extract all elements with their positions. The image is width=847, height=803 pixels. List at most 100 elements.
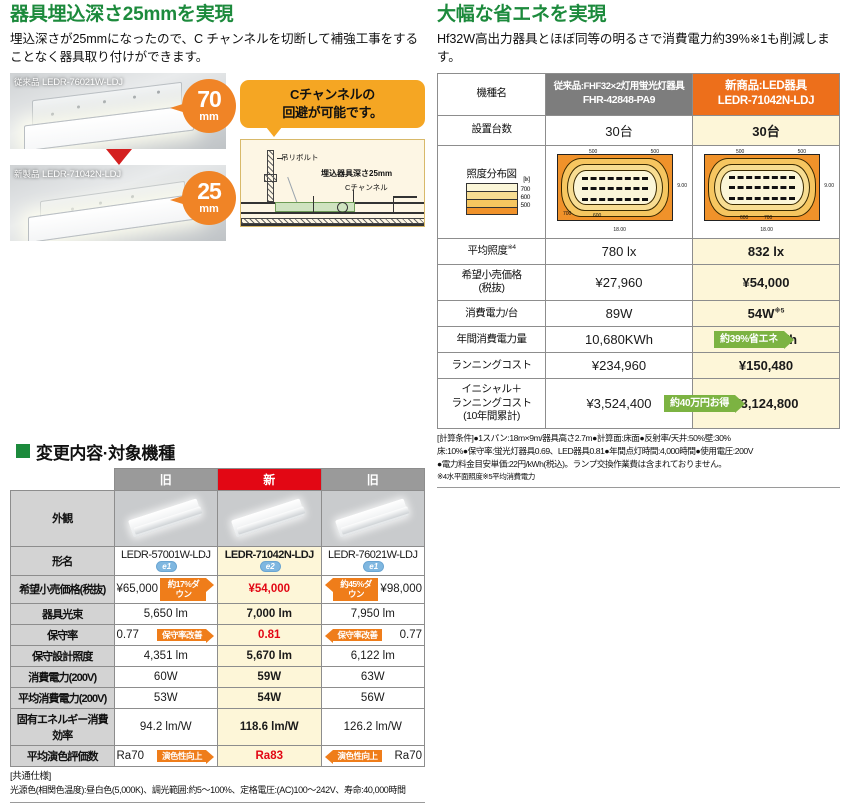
photo-tag-new: 新製品 LEDR-71042N-LDJ [14,168,121,180]
product-photos: 従来品 LEDR-76021W-LDJ 70 mm 新製品 L [10,72,236,243]
maint-new-value: 0.81 [258,628,281,641]
price-new-value: ¥54,000 [248,583,291,596]
footnote-line-2: 床:10%●保守率:蛍光灯器具0.69、LED器具0.81●年間点灯時間:4,0… [437,445,754,456]
left-heading: 器具埋込深さ25mmを実現 [10,4,234,25]
illuminance-plot-new: 500 500 600 700 18.00 9.00 [696,149,836,235]
ribbon-price-down-17: 約17%ダウン [160,577,214,601]
header-old-2: 旧 [320,467,425,491]
eco-row-annual-consumption: 年間消費電力量 10,680KWh 6,480KWh [437,325,840,353]
efficiency-badge-e1-a: e1 [156,560,178,572]
label-hanger-bolt: 吊リボルト [281,153,319,163]
maint-old-2-value: 0.77 [399,628,422,641]
eco-label-price: 希望小売価格 (税抜) [437,263,546,301]
table-row-design-illuminance: 保守設計照度 4,351 lm 5,670 lm 6,122 lm [10,644,425,667]
cri-old-1: Ra70 演色性向上 [113,744,218,767]
power-old-2: 63W [320,665,425,688]
eco-power-new: 54W※5 [692,299,840,327]
eco-row-avg-illuminance: 平均照度※4 780 lx 832 lx [437,237,840,265]
eco-price-label-l2: (税抜) [478,282,506,295]
notes-body: 光源色(相関色温度):昼白色(5,000K)、調光範囲:約5〜100%、定格電圧… [10,785,406,796]
design-old-2: 6,122 lm [320,644,425,667]
eco-annual-old: 10,680KWh [545,325,693,353]
legend-swatch-3: 500 [465,199,530,209]
photo-tag-conventional: 従来品 LEDR-76021W-LDJ [14,76,123,88]
maint-new: 0.81 [217,623,322,646]
eco-label-model: 機種名 [437,72,546,116]
page-root: 器具埋込深さ25mmを実現 埋込深さが25mmになったので、C チャンネルを切断… [10,4,840,803]
eco-header-old: 従来品:FHF32×2灯用蛍光灯器具 FHR-42848-PA9 [545,72,693,116]
table-row-efficacy: 固有エネルギー消費効率 94.2 lm/W 118.6 lm/W 126.2 l… [10,707,425,746]
ribbon-price-down-45: 約45%ダウン [324,577,379,601]
legend-swatch-2: 600 [465,191,530,201]
label-embed-depth: 埋込器具深さ25mm [321,169,393,179]
photo-model-label-new: LEDR-71042N-LDJ [42,168,121,180]
eco-power-new-sup: ※5 [774,307,785,315]
right-heading: 大幅な省エネを実現 [437,4,607,25]
table-row-avg-power: 平均消費電力(200V) 53W 54W 56W [10,686,425,709]
cri-old-2: 演色性向上 Ra70 [320,744,425,767]
avg-illum-new: 832 lx [692,237,840,265]
eco-total-old: ¥3,524,400 約40万円お得 [545,377,746,429]
eco-total-label-l2: ランニングコスト [451,396,533,409]
eco-label-power-per-unit: 消費電力/台 [437,299,546,327]
plot-width-new: 18.00 [760,226,773,233]
model-new-text: LEDR-71042N-LDJ [224,548,315,561]
eco-row-total-cost: イニシャル＋ ランニングコスト (10年間累計) ¥3,524,400 約40万… [437,377,840,429]
cri-new: Ra83 [217,744,322,767]
table-row-cri: 平均演色評価数 Ra70 演色性向上 Ra83 演色性向上 Ra70 [10,744,425,767]
legend-swatch-4 [465,207,518,216]
ribbon-maint-improve-b: 保守率改善 [324,628,382,643]
eco-units-new: 30台 [692,114,840,146]
depth-value-25: 25 [197,178,222,205]
appearance-old-1 [113,489,218,547]
legend-value-700: 700 [520,186,531,194]
model-old-1: LEDR-57001W-LDJe1 [113,545,218,576]
eco-label-avg-illuminance: 平均照度※4 [437,237,546,265]
eco-power-old: 89W 約39%省エネ [545,299,794,349]
notes-heading: [共通仕様] [10,770,51,782]
depth-bubble-70: 70 mm [182,78,236,133]
footnote-small: ※4水平面照度※5平均消費電力 [437,472,535,482]
efficacy-old-1: 94.2 lm/W [113,707,218,746]
avgpower-new: 54W [217,686,322,709]
flux-old-2: 7,950 lm [320,602,425,625]
callout-line-2: 回避が可能です。 [282,104,383,120]
depth-unit-70: mm [199,111,219,124]
eco-row-distribution: 照度分布図 [lx] 700 600 500 [437,144,840,239]
row-label-design-illuminance: 保守設計照度 [10,644,115,667]
comparison-table: 旧 新 旧 外観 形名 LEDR-57001W-LDJe1 [10,467,425,767]
eco-power-new-value: 54W [747,305,775,321]
design-old-1: 4,351 lm [113,644,218,667]
eco-header-new: 新商品:LED器具 LEDR-71042N-LDJ [692,72,840,116]
row-label-appearance: 外観 [10,489,115,547]
photo-tag-label-new: 新製品 [14,168,40,179]
table-row-maintenance: 保守率 0.77 保守率改善 0.81 保守率改善 0.77 [10,623,425,646]
appearance-old-2 [320,489,425,547]
cri-old-2-value: Ra70 [394,749,423,762]
badge-energy-saving: 約39%省エネ [714,330,794,349]
flux-new: 7,000 lm [217,602,322,625]
ribbon-maint-improve-a: 保守率改善 [156,628,215,643]
price-old-2-value: ¥98,000 [380,583,422,596]
eco-row-power-per-unit: 消費電力/台 89W 約39%省エネ 54W※5 [437,299,840,349]
row-label-avg-power: 平均消費電力(200V) [10,686,115,709]
eco-running-new: ¥150,480 [692,351,840,379]
row-label-luminous-flux: 器具光束 [10,602,115,625]
avgpower-old-1: 53W [113,686,218,709]
plot-height-old: 9.00 [677,183,687,190]
header-new: 新 [217,467,322,491]
price-old-1-value: ¥65,000 [116,583,159,596]
table-row-luminous-flux: 器具光束 5,650 lm 7,000 lm 7,950 lm [10,602,425,625]
model-old-2: LEDR-76021W-LDJe1 [320,545,425,576]
price-old-1: ¥65,000 約17%ダウン [113,574,218,604]
avg-illum-old: 780 lx [545,237,693,265]
depth-value-70: 70 [197,86,222,113]
left-notes: [共通仕様] 光源色(相関色温度):昼白色(5,000K)、調光範囲:約5〜10… [10,770,425,798]
callout-block: Cチャンネルの 回避が可能です。 吊リボルト 埋込器具深さ25mm Cチャンネル [240,80,425,228]
price-old-2: 約45%ダウン ¥98,000 [320,574,425,604]
plot-area-old [557,153,673,221]
eco-power-old-value: 89W [605,305,633,321]
down-arrow-icon [106,148,132,165]
right-bottom-rule [437,486,840,488]
avgpower-old-2: 56W [320,686,425,709]
